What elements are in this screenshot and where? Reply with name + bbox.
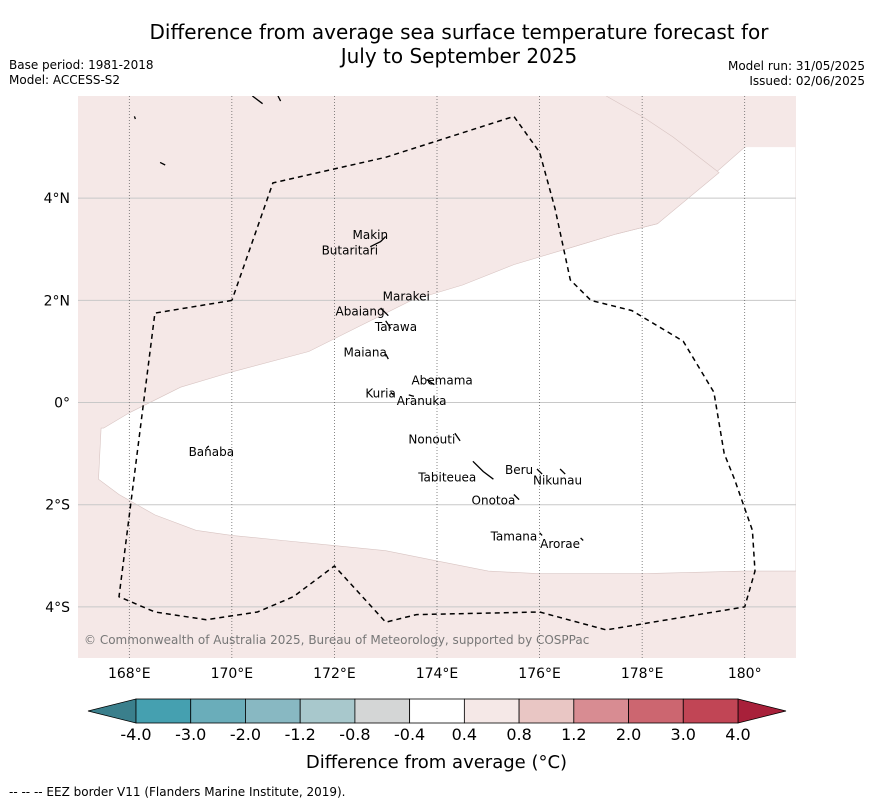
colorbar-over-triangle <box>737 698 787 724</box>
colorbar-bin <box>354 698 411 724</box>
footer-note: -- -- -- EEZ border V11 (Flanders Marine… <box>9 785 346 799</box>
colorbar-tick-label: -2.0 <box>230 725 261 744</box>
colorbar-tick-label: -1.2 <box>285 725 316 744</box>
map-title-line2: July to September 2025 <box>340 44 578 68</box>
colorbar-bin <box>573 698 629 724</box>
x-tick-label: 172°E <box>313 666 356 682</box>
colorbar-tick-label: 0.8 <box>506 725 531 744</box>
place-label: Nonouti <box>408 432 455 446</box>
island-outline <box>385 353 389 360</box>
colorbar-tick-label: -4.0 <box>120 725 151 744</box>
island-outline <box>513 494 520 501</box>
y-tick-label: 2°N <box>44 293 70 309</box>
base-period: Base period: 1981-2018 <box>9 58 154 72</box>
island-outline <box>385 320 392 329</box>
eez-border <box>118 115 756 631</box>
island-outline <box>390 391 394 396</box>
y-tick-label: 2°S <box>45 498 70 514</box>
island-outline <box>472 460 494 480</box>
colorbar-bin <box>628 698 684 724</box>
model-run: Model run: 31/05/2025 <box>727 59 865 73</box>
island-outline <box>252 96 263 105</box>
island-outline <box>380 307 389 317</box>
colorbar-tick-label: -3.0 <box>175 725 206 744</box>
island-outline <box>205 445 210 449</box>
colorbar-bin <box>409 698 465 724</box>
x-tick-label: 178°E <box>621 666 664 682</box>
place-label: Makin <box>353 228 389 242</box>
island-outline <box>454 432 461 442</box>
place-label: Aranuka <box>397 394 447 408</box>
colorbar-under-triangle <box>87 698 137 724</box>
island-outline <box>559 468 566 475</box>
colorbar-bin <box>190 698 246 724</box>
colorbar-tick-label: 2.0 <box>616 725 641 744</box>
colorbar-bin <box>682 698 739 724</box>
x-tick-label: 168°E <box>108 666 151 682</box>
place-label: Abaiang <box>336 305 385 319</box>
y-tick-label: 0° <box>54 396 70 412</box>
island-outline <box>580 537 584 541</box>
place-label: Tarawa <box>374 320 417 334</box>
copyright-text: © Commonwealth of Australia 2025, Bureau… <box>84 633 589 647</box>
colorbar-bin <box>299 698 356 724</box>
issued-date: Issued: 02/06/2025 <box>749 74 865 88</box>
neutral-anomaly-region <box>98 136 796 575</box>
place-label: Onotoa <box>472 494 516 508</box>
place-label: Arorae <box>540 537 580 551</box>
colorbar-bin <box>518 698 575 724</box>
place-label: Abemama <box>411 374 472 388</box>
island-outline <box>536 468 543 475</box>
island-outline <box>133 116 137 120</box>
colorbar-tick-label: -0.4 <box>394 725 425 744</box>
island-outline <box>408 394 415 398</box>
island-outline <box>159 161 166 166</box>
place-label: Kuria <box>365 386 396 400</box>
place-label: Tamana <box>490 529 538 543</box>
island-outline <box>277 96 282 102</box>
colorbar-bin <box>245 698 301 724</box>
meta-right: Model run: 31/05/2025 Issued: 02/06/2025 <box>728 59 865 89</box>
x-tick-label: 170°E <box>211 666 254 682</box>
place-label: Beru <box>505 463 533 477</box>
colorbar-tick-label: 0.4 <box>452 725 477 744</box>
meta-left: Base period: 1981-2018 Model: ACCESS-S2 <box>9 58 154 88</box>
x-tick-label: 180° <box>728 666 762 682</box>
place-label: Butaritari <box>322 243 379 257</box>
island-outline <box>426 379 435 386</box>
colorbar-tick-label: 3.0 <box>671 725 696 744</box>
map-title: Difference from average sea surface temp… <box>0 20 873 68</box>
model-name: Model: ACCESS-S2 <box>9 73 121 87</box>
colorbar-label: Difference from average (°C) <box>305 752 568 773</box>
warm-anomaly-tongue <box>565 96 796 250</box>
warm-tongue-edge <box>565 96 720 250</box>
place-label: Tabiteuea <box>417 471 476 485</box>
place-label: Banaba <box>189 445 235 459</box>
map-title-line1: Difference from average sea surface temp… <box>149 20 769 44</box>
colorbar-tick-label: 1.2 <box>561 725 586 744</box>
place-label: Marakei <box>383 289 430 303</box>
x-tick-label: 174°E <box>416 666 459 682</box>
y-tick-label: 4°S <box>45 600 70 616</box>
place-label: Maiana <box>344 346 387 360</box>
colorbar-tick-label: -0.8 <box>339 725 370 744</box>
y-tick-label: 4°N <box>44 191 70 207</box>
colorbar-tick-label: 4.0 <box>725 725 750 744</box>
island-outline <box>370 236 387 248</box>
colorbar-bin <box>135 698 192 724</box>
colorbar-bin <box>463 698 520 724</box>
island-outline <box>539 532 543 536</box>
place-label: Nikunau <box>533 473 582 487</box>
x-tick-label: 176°E <box>518 666 561 682</box>
